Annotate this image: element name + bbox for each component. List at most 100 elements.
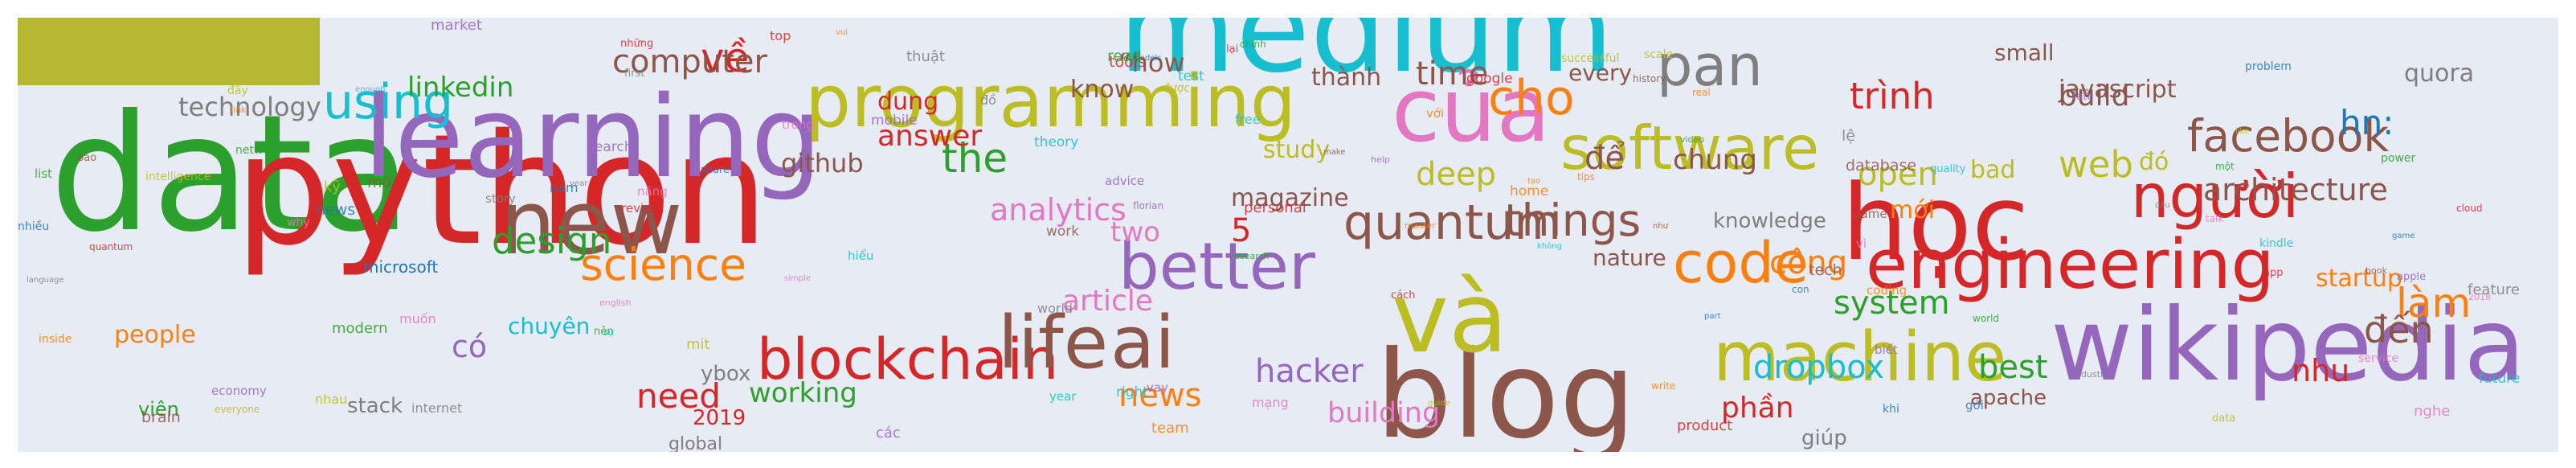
cloud-word: study xyxy=(1263,136,1331,164)
cloud-word: 5 xyxy=(1231,212,1252,249)
cloud-word: microsoft xyxy=(363,257,439,277)
cloud-word: global xyxy=(669,434,723,453)
cloud-word: working xyxy=(749,377,857,409)
cloud-word: building xyxy=(1327,397,1441,429)
cloud-word: two xyxy=(1110,216,1160,248)
cloud-filler-word: florian xyxy=(1133,200,1164,211)
cloud-word: để xyxy=(1584,140,1625,177)
cloud-filler-word: google xyxy=(1466,71,1513,87)
cloud-word: new xyxy=(500,171,683,274)
cloud-filler-word: year xyxy=(1049,389,1077,404)
cloud-filler-word: muốn xyxy=(399,311,436,326)
cloud-word: blockchain xyxy=(757,326,1059,392)
word-cloud: data python learning medium blog wikipedia học… xyxy=(18,18,2558,452)
cloud-filler-word: why xyxy=(287,216,310,229)
cloud-word: phần xyxy=(1721,392,1794,425)
cloud-word: ybox xyxy=(701,362,751,386)
cloud-filler-word: everyone xyxy=(215,404,260,415)
cloud-filler-word: năm xyxy=(550,180,579,195)
cloud-filler-word: story xyxy=(485,191,516,206)
cloud-word: về xyxy=(701,35,750,81)
cloud-filler-word: simple xyxy=(784,274,812,283)
cloud-filler-word: link xyxy=(231,105,247,115)
cloud-word: time xyxy=(1416,55,1489,92)
cloud-filler-word: lệ xyxy=(1842,127,1855,145)
cloud-filler-word: mobile xyxy=(871,113,918,129)
cloud-filler-word: talk xyxy=(2206,213,2224,224)
cloud-word: better xyxy=(1118,229,1315,304)
cloud-word: analytics xyxy=(990,192,1126,228)
cloud-filler-word: nhau xyxy=(315,392,348,407)
cloud-filler-word: nhiều xyxy=(18,220,50,233)
cloud-word: the xyxy=(942,135,1008,182)
cloud-word: viên xyxy=(138,398,179,421)
cloud-filler-word: tech xyxy=(1809,261,1842,279)
cloud-filler-word: kindle xyxy=(2259,237,2294,250)
cloud-word: every xyxy=(1568,60,1633,86)
cloud-filler-word: free xyxy=(2073,87,2089,96)
cloud-word: có xyxy=(452,329,488,364)
cloud-word: data xyxy=(50,80,412,268)
cloud-word: facebook xyxy=(2187,110,2390,162)
cloud-filler-word: như xyxy=(1653,222,1669,231)
cloud-word: quora xyxy=(2404,60,2475,88)
cloud-word: small xyxy=(1994,39,2055,66)
cloud-word: design xyxy=(492,220,612,262)
word-cloud-panel: data python learning medium blog wikipedia học… xyxy=(18,18,2558,452)
cloud-filler-word: cloud xyxy=(2456,203,2483,214)
cloud-filler-word: write xyxy=(1651,380,1676,392)
cloud-word: đến xyxy=(2364,308,2434,351)
cloud-filler-word: chính xyxy=(1240,39,1266,50)
cloud-word: giúp xyxy=(1801,426,1847,450)
cloud-filler-word: book xyxy=(2365,265,2387,276)
cloud-filler-word: industry xyxy=(2073,369,2110,380)
cloud-filler-word: trong xyxy=(782,117,814,132)
cloud-filler-word: free xyxy=(1235,112,1261,127)
cloud-word: bad xyxy=(1970,156,2016,184)
cloud-filler-word: thuật xyxy=(906,48,945,65)
cloud-filler-word: bảo xyxy=(77,152,97,164)
cloud-filler-word: hiểu xyxy=(848,248,874,263)
cloud-filler-word: quantum xyxy=(89,241,133,252)
cloud-filler-word: top xyxy=(770,28,791,43)
cloud-filler-word: help xyxy=(1371,154,1390,165)
cloud-word: know xyxy=(1070,76,1135,104)
cloud-word: của xyxy=(1392,59,1551,162)
cloud-word: apache xyxy=(1970,386,2047,410)
cloud-word: trình xyxy=(1850,75,1935,117)
color-swatch xyxy=(18,18,320,85)
cloud-word: công xyxy=(1769,244,1848,281)
cloud-filler-word: world xyxy=(1973,313,2000,324)
cloud-filler-word: tips xyxy=(1577,171,1595,183)
cloud-filler-word: app xyxy=(2263,267,2284,279)
cloud-word: và xyxy=(1392,263,1508,375)
cloud-word: engineering xyxy=(1866,225,2275,305)
cloud-word: thành xyxy=(1311,64,1382,92)
cloud-filler-word: tạo xyxy=(1527,177,1541,186)
cloud-filler-word: read xyxy=(1107,47,1142,65)
cloud-filler-word: advice xyxy=(1105,174,1145,188)
cloud-word: learning xyxy=(363,72,823,203)
cloud-filler-word: con xyxy=(1792,284,1809,295)
cloud-word: technology xyxy=(178,92,321,122)
cloud-word: cho xyxy=(1488,70,1575,126)
cloud-filler-word: history xyxy=(1633,73,1666,84)
cloud-word: best xyxy=(1978,349,2048,386)
cloud-word: linkedin xyxy=(407,72,514,104)
cloud-filler-word: english xyxy=(599,298,632,308)
cloud-filler-word: nghe xyxy=(2414,403,2451,420)
cloud-word: code xyxy=(1673,230,1809,296)
cloud-filler-word: research xyxy=(1231,251,1270,261)
cloud-word: hn: xyxy=(2340,103,2394,142)
cloud-filler-word: models xyxy=(1132,54,1162,63)
cloud-word: life xyxy=(998,301,1109,385)
cloud-filler-word: test xyxy=(1178,68,1204,84)
cloud-filler-word: brain xyxy=(141,408,181,426)
cloud-word: wikipedia xyxy=(2051,287,2526,404)
cloud-word: pan xyxy=(1657,33,1763,99)
cloud-word: blog xyxy=(1376,326,1636,452)
cloud-filler-word: network xyxy=(235,144,281,157)
cloud-filler-word: với xyxy=(1426,106,1445,121)
cloud-word: “how xyxy=(1118,47,1185,78)
cloud-word: deep xyxy=(1416,156,1496,193)
